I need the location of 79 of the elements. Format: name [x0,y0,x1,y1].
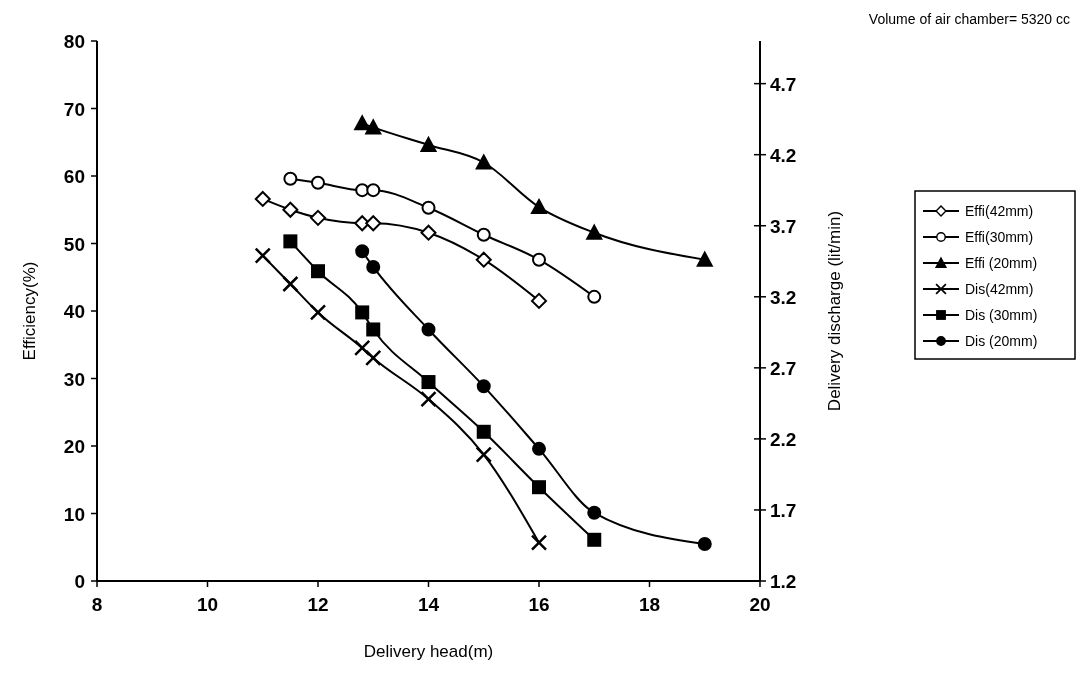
y2-tick-label: 4.7 [770,73,797,95]
point [366,322,381,337]
point [353,339,371,357]
y-tick-label: 30 [63,368,85,390]
point [476,227,491,242]
x-axis-title: Delivery head(m) [363,642,494,661]
point [532,480,546,495]
point [283,234,298,249]
point [697,537,712,552]
x-tick-label: 14 [417,594,440,615]
legend-label: Effi (20mm) [965,255,1038,271]
point [476,424,491,439]
y-tick-label: 0 [74,571,85,592]
point [366,183,381,198]
y2-tick-label: 3.7 [770,215,797,237]
x-tick-label: 10 [196,594,219,615]
point [476,379,491,394]
point [365,349,382,367]
point [309,304,327,321]
y2-axis-title: Delivery discharge (lit/min) [825,210,844,412]
point [283,171,298,186]
point [475,251,492,268]
x-tick-label: 18 [638,594,661,615]
point [421,322,436,337]
y-axis-title: Efficiency(%) [20,261,39,361]
point [311,175,325,190]
legend-label: Dis(42mm) [965,281,1034,297]
point [254,247,271,264]
x-tick-label: 16 [528,594,550,615]
point [354,115,371,131]
y-tick-label: 20 [63,436,85,457]
x-tick-label: 12 [307,594,329,615]
point [475,154,492,170]
point [366,259,381,274]
y2-tick-label: 2.7 [770,357,797,379]
y-tick-label: 50 [63,233,85,255]
y2-tick-label: 3.2 [770,286,797,308]
y2-tick-label: 1.7 [770,499,797,521]
point [282,275,299,293]
y2-tick-label: 4.2 [770,144,797,166]
point [355,183,370,198]
point [310,209,326,226]
text: Volume of air chamber= 5320 cc [868,11,1070,27]
point [420,390,437,408]
point [421,200,436,215]
y-tick-label: 70 [63,98,85,120]
point [530,534,548,551]
point [311,264,325,279]
point [365,119,382,135]
y-tick-label: 40 [63,301,85,322]
point [587,505,602,520]
x-tick-label: 8 [91,594,103,615]
y-tick-label: 60 [63,166,85,187]
x-tick-label: 20 [749,594,771,615]
point [531,199,547,215]
point [532,252,546,267]
point [420,136,437,152]
legend-label: Effi(30mm) [965,229,1034,245]
point [365,215,382,232]
legend-label: Effi(42mm) [965,203,1034,219]
y2-tick-label: 1.2 [770,571,797,592]
point [587,289,602,304]
y2-tick-label: 2.2 [770,428,797,450]
point [355,305,370,320]
legend-label: Dis (30mm) [965,307,1038,323]
point [532,441,546,456]
point [587,532,602,547]
legend-label: Dis (20mm) [965,333,1038,349]
point [282,201,299,218]
point [254,190,271,207]
point [586,224,603,240]
point [421,375,436,390]
y-tick-label: 10 [63,503,85,525]
point [420,224,437,241]
point [475,446,492,463]
point [355,244,370,259]
point [531,292,547,309]
point [696,251,713,267]
y-tick-label: 80 [63,31,85,52]
